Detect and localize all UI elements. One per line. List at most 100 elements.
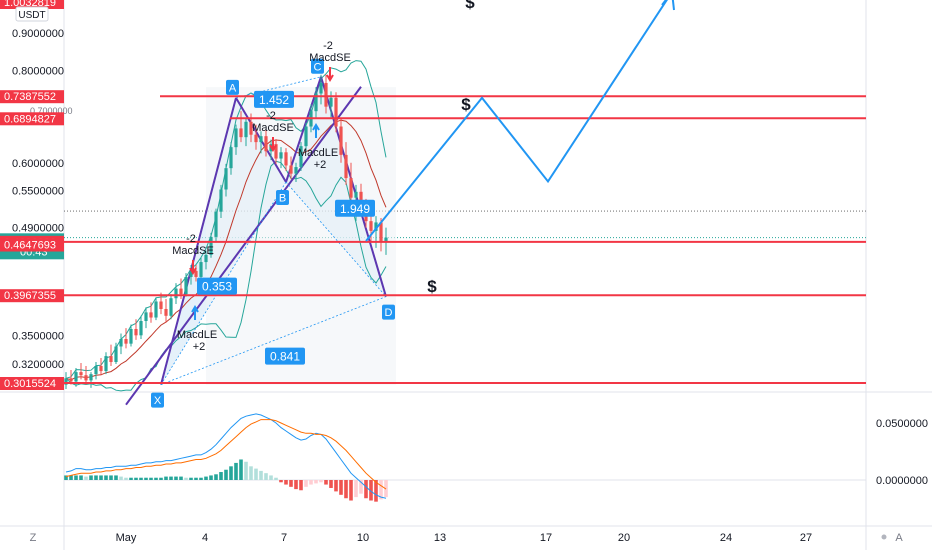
pattern-point-badge — [382, 304, 395, 320]
annotations: XABCD0.3531.4521.9490.841$$$-2MacdSEMacd… — [151, 0, 675, 408]
signal-text: MacdLE — [177, 329, 217, 341]
macd-histogram-bar — [84, 476, 88, 480]
settings-dot-icon[interactable] — [881, 534, 887, 540]
projection-label: $ — [461, 95, 471, 114]
candle-body — [314, 93, 318, 112]
price-tick-label: 0.5500000 — [12, 186, 64, 198]
price-tag-badge — [0, 238, 64, 252]
time-tick-label: May — [116, 532, 137, 544]
macd-histogram-bar — [169, 476, 173, 480]
candle-body — [239, 128, 243, 138]
macd-histogram-bar — [354, 480, 358, 498]
macd-histogram-bar — [189, 477, 193, 480]
candle-body — [74, 372, 78, 382]
pattern-point-badge — [276, 190, 289, 206]
auto-button[interactable]: A — [895, 532, 903, 544]
candle-body — [319, 82, 323, 94]
macd-histogram-bar — [309, 480, 313, 485]
macd-histogram-bar — [119, 476, 123, 480]
price-tick-label: 0.3200000 — [12, 359, 64, 371]
macd-tick-label: 0.0000000 — [876, 475, 928, 487]
macd-histogram-bar — [324, 480, 328, 485]
ratio-label: 1.452 — [259, 93, 289, 107]
macd-histogram-bar — [334, 480, 338, 492]
pattern-point-badge — [311, 58, 324, 74]
macd-histogram-bar — [109, 475, 113, 480]
macd-histogram-bar — [339, 480, 343, 495]
macd-histogram-bar — [244, 461, 248, 480]
candle-body — [204, 254, 208, 263]
signal-arrowhead — [191, 305, 199, 313]
price-tag-badge — [0, 112, 64, 126]
macd-histogram-bar — [134, 477, 138, 480]
signal-qty: -2 — [323, 40, 333, 52]
macd-histogram-bar — [304, 480, 308, 487]
macd-histogram-bar — [79, 475, 83, 480]
candle-body — [119, 338, 123, 347]
ratio-label: 1.949 — [340, 202, 370, 216]
candle-body — [189, 270, 193, 277]
ratio-badge — [254, 90, 294, 108]
candle-body — [174, 288, 178, 299]
macd-histogram-bar — [99, 475, 103, 480]
price-tag-badge — [0, 377, 64, 391]
macd-histogram-bar — [374, 480, 378, 502]
auto-scale-button[interactable]: Z — [30, 532, 37, 544]
price-tick-label: 0.3500000 — [12, 330, 64, 342]
candle-body — [299, 146, 303, 168]
macd-histogram-bar — [89, 475, 93, 480]
projection-path — [365, 0, 668, 242]
candle-body — [294, 167, 298, 174]
candle-body — [229, 147, 233, 169]
macd-histogram-bar — [239, 459, 243, 480]
macd-histogram-bar — [344, 480, 348, 499]
candle-body — [89, 374, 93, 381]
macd-histogram-bar — [279, 480, 283, 483]
macd-histogram-bar — [359, 480, 363, 494]
macd-histogram-bar — [209, 475, 213, 480]
candle-body — [134, 328, 138, 336]
signal-qty: +2 — [314, 159, 327, 171]
ratio-label: 0.841 — [270, 350, 300, 364]
candle-body — [214, 211, 218, 237]
candle-body — [279, 152, 283, 159]
candle-body — [329, 97, 333, 107]
candle-body — [184, 276, 188, 295]
candle-body — [159, 301, 163, 309]
macd-histogram-bar — [319, 480, 323, 483]
price-tag-badge — [0, 90, 64, 104]
candle-body — [224, 168, 228, 190]
candle-body — [129, 328, 133, 344]
macd-histogram-bar — [234, 462, 238, 480]
macd-pane — [64, 413, 866, 502]
candle-body — [104, 356, 108, 372]
macd-signal-line — [65, 419, 387, 490]
macd-histogram-bar — [184, 477, 188, 480]
candle-body — [124, 338, 128, 344]
macd-histogram-bar — [299, 480, 303, 491]
macd-histogram-bar — [104, 475, 108, 480]
candle-body — [344, 154, 348, 179]
price-tag-label: 0.7387552 — [4, 91, 56, 103]
candle-body — [209, 236, 213, 255]
candle-body — [334, 97, 338, 127]
signal-text: MacdSE — [252, 122, 294, 134]
ratio-label: 0.353 — [202, 280, 232, 294]
macd-histogram-bar — [199, 477, 203, 480]
macd-histogram-bar — [349, 480, 353, 501]
candle-body — [154, 301, 158, 318]
candle-body — [284, 152, 288, 166]
price-tick-label-obscured: 0.7000000 — [30, 106, 73, 116]
time-tick-label: 17 — [540, 532, 552, 544]
macd-histogram-bar — [159, 477, 163, 480]
pattern-point-label-b: B — [279, 193, 286, 205]
ratio-badge — [197, 277, 237, 295]
macd-histogram-bar — [364, 480, 368, 499]
price-tag-label: 0.4647693 — [4, 240, 56, 252]
macd-histogram-bar — [259, 470, 263, 480]
macd-histogram-bar — [224, 469, 228, 480]
macd-histogram-bar — [204, 476, 208, 480]
macd-histogram-bar — [249, 466, 253, 480]
